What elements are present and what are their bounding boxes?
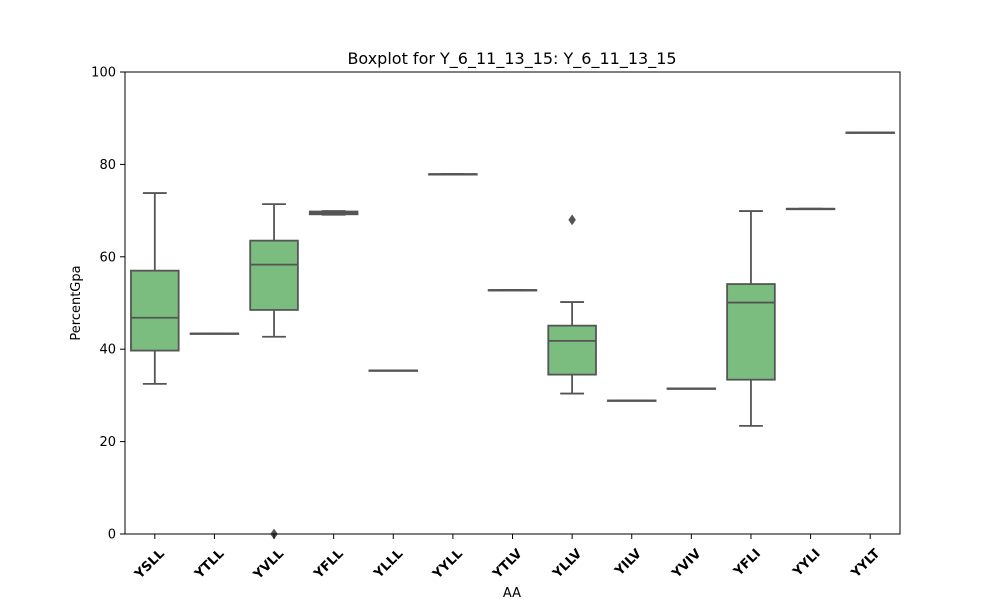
axes-frame <box>124 71 901 535</box>
x-tick-label: YSLL <box>132 546 168 582</box>
x-tick-label: YFLL <box>311 546 347 582</box>
y-tick-label: 0 <box>108 528 116 543</box>
x-tick-label: YYLT <box>848 546 883 581</box>
x-tick-label: YILV <box>612 546 645 579</box>
x-tick-label: YTLV <box>490 546 526 582</box>
x-axis-label: AA <box>503 586 521 600</box>
box-body <box>726 283 776 381</box>
box-body <box>130 269 180 352</box>
y-tick-label: 40 <box>99 343 116 358</box>
x-tick-label: YVIV <box>669 546 705 582</box>
x-tick-label: YLLL <box>371 546 407 582</box>
box-body <box>249 239 299 311</box>
y-tick-label: 100 <box>91 66 116 81</box>
plot-area: 0 20 40 60 80 100 YSLL YTLL YVLL YFLL YLLL YYLL YTLV… <box>91 66 901 583</box>
outlier-point <box>568 214 576 226</box>
x-tick-label: YYLL <box>430 546 466 582</box>
y-tick-label: 60 <box>99 250 116 265</box>
box-body <box>547 324 597 376</box>
chart-title: Boxplot for Y_6_11_13_15: Y_6_11_13_15 <box>347 49 676 69</box>
x-tick-label: YTLL <box>192 546 228 582</box>
y-tick-label: 80 <box>99 158 116 173</box>
x-tick-label: YFLI <box>730 546 764 580</box>
y-tick-label: 20 <box>99 435 116 450</box>
x-tick-label: YVLL <box>250 546 287 583</box>
x-tick-label: YLLV <box>550 546 586 582</box>
y-axis-label: PercentGpa <box>69 265 84 340</box>
x-tick-label: YYLI <box>790 546 824 580</box>
